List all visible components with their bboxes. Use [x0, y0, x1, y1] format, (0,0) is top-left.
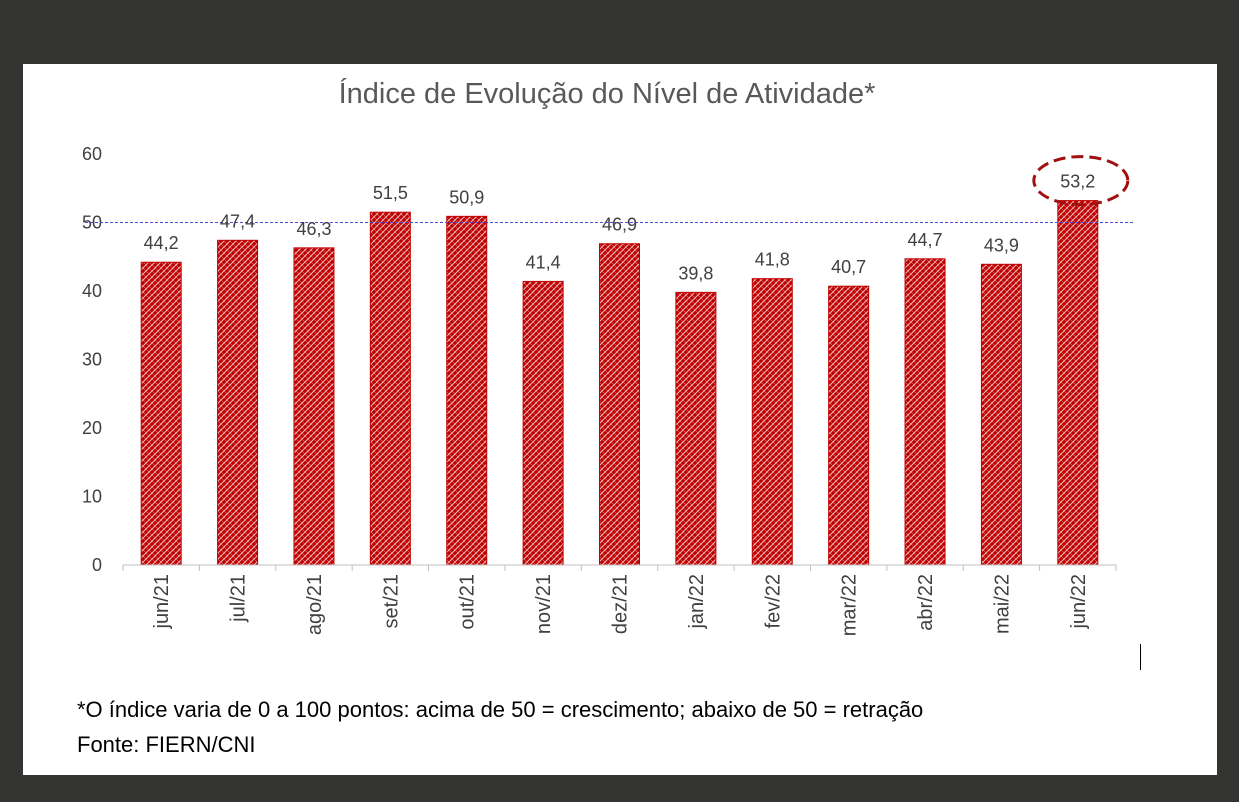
data-label: 50,9 [449, 187, 484, 207]
bar-chart: Índice de Evolução do Nível de Atividade… [82, 77, 1134, 636]
x-tick-label: jan/22 [686, 574, 708, 630]
bar [446, 215, 488, 566]
bar [980, 263, 1022, 566]
x-tick-label: jun/22 [1068, 574, 1090, 630]
bar [522, 280, 564, 566]
bar [904, 258, 946, 566]
data-label: 53,2 [1060, 172, 1095, 192]
y-tick-label: 0 [92, 555, 102, 575]
x-tick-label: jul/21 [228, 574, 250, 623]
x-tick-label: ago/21 [304, 574, 326, 635]
bar [293, 247, 335, 566]
bar [675, 291, 717, 566]
chart-card: Índice de Evolução do Nível de Atividade… [23, 64, 1217, 775]
y-tick-label: 10 [82, 487, 102, 507]
x-tick-label: mai/22 [991, 574, 1013, 634]
data-label: 44,2 [144, 233, 179, 253]
x-tick-label: nov/21 [533, 574, 555, 634]
y-tick-label: 30 [82, 350, 102, 370]
data-label: 46,3 [296, 219, 331, 239]
data-label: 39,8 [678, 263, 713, 283]
highlight-ellipse [1032, 155, 1130, 207]
bar [599, 243, 640, 566]
bar [217, 239, 259, 566]
text-cursor [1140, 644, 1141, 670]
bar [1057, 200, 1099, 566]
x-tick-label: abr/22 [915, 574, 937, 631]
bar [828, 285, 870, 566]
footnote-note: *O índice varia de 0 a 100 pontos: acima… [77, 697, 924, 722]
data-label: 43,9 [984, 235, 1019, 255]
bar [369, 211, 411, 566]
data-label: 44,7 [908, 230, 943, 250]
bar [140, 261, 182, 566]
data-label: 41,4 [526, 252, 561, 272]
data-label: 51,5 [373, 183, 408, 203]
data-label: 47,4 [220, 211, 255, 231]
y-tick-label: 20 [82, 418, 102, 438]
data-label: 40,7 [831, 257, 866, 277]
data-label: 41,8 [755, 250, 790, 270]
x-tick-label: out/21 [457, 574, 479, 630]
y-tick-label: 40 [82, 281, 102, 301]
x-tick-label: fev/22 [762, 574, 784, 628]
bar [751, 278, 793, 566]
y-tick-label: 60 [82, 144, 102, 164]
x-tick-label: mar/22 [839, 574, 861, 636]
chart-title: Índice de Evolução do Nível de Atividade… [339, 77, 876, 110]
x-tick-label: set/21 [380, 574, 402, 628]
x-tick-label: dez/21 [610, 574, 632, 634]
data-label: 46,9 [602, 215, 637, 235]
footnote-source: Fonte: FIERN/CNI [77, 732, 256, 757]
x-tick-label: jun/21 [151, 574, 173, 630]
